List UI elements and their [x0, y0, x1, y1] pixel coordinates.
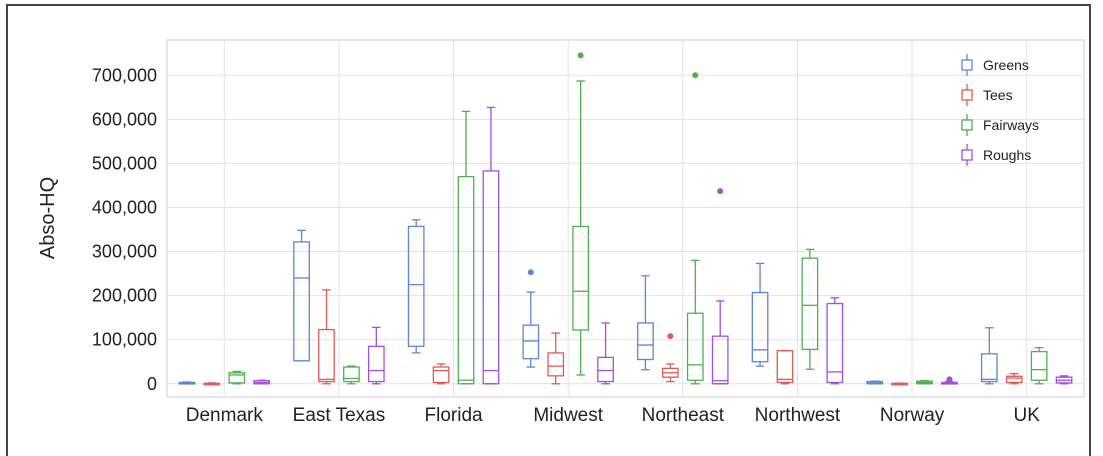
box-iqr [711, 335, 729, 385]
box-roughs-denmark [253, 379, 271, 385]
legend-box [961, 89, 973, 101]
outlier-point [692, 72, 699, 79]
box-fairways-norway [916, 380, 933, 385]
box-iqr [1030, 350, 1048, 381]
box-fairways-denmark [228, 370, 246, 385]
box-iqr [572, 225, 590, 331]
outlier-point [577, 52, 584, 59]
box-greens-east-texas [293, 229, 310, 362]
x-tick-label: UK [1013, 405, 1040, 426]
box-iqr [1005, 375, 1023, 384]
box-tees-northeast [661, 333, 679, 383]
y-tick-label: 100,000 [92, 330, 157, 350]
x-tick-label: Northeast [642, 405, 725, 426]
box-iqr [367, 345, 385, 383]
x-tick-label: East Texas [293, 405, 386, 426]
box-roughs-uk [1055, 375, 1073, 385]
grid-lines [167, 40, 1084, 397]
box-greens-florida [407, 219, 425, 354]
box-iqr [522, 324, 540, 360]
y-tick-label: 200,000 [92, 286, 157, 306]
box-tees-midwest [547, 332, 565, 385]
box-iqr [293, 241, 310, 362]
box-fairways-uk [1030, 346, 1048, 385]
x-axis-ticks: Denmark East Texas Florida Midwest Northeast… [186, 405, 1040, 426]
box-tees-norway [891, 382, 908, 386]
plot-area [166, 39, 1085, 398]
y-axis-ticks: 0 100,000 200,000 300,000 400,000 500,000 600,… [92, 65, 157, 394]
box-iqr [407, 225, 425, 347]
legend-item-greens: Greens [961, 54, 1029, 76]
legend-item-tees: Tees [961, 84, 1013, 106]
box-iqr [801, 257, 819, 351]
box-fairways-northeast [686, 72, 704, 385]
box-iqr [751, 291, 769, 363]
x-tick-label: Midwest [533, 405, 603, 426]
outlier-point [667, 333, 674, 340]
y-tick-label: 500,000 [92, 153, 157, 173]
box-greens-midwest [522, 269, 540, 368]
box-fairways-northwest [801, 248, 819, 370]
y-tick-label: 400,000 [92, 197, 157, 217]
outlier-point [717, 188, 724, 195]
box-iqr [343, 366, 360, 383]
outlier-point [527, 269, 534, 276]
box-iqr [457, 175, 475, 385]
box-tees-denmark [203, 382, 221, 386]
box-marks [178, 52, 1073, 386]
legend-box [961, 149, 973, 161]
box-greens-denmark [178, 381, 196, 385]
x-tick-label: Florida [425, 405, 484, 426]
legend-box [961, 119, 973, 131]
box-iqr [228, 372, 246, 384]
outlier-point [946, 376, 953, 383]
legend: Greens Tees Fairways Roughs [961, 54, 1039, 166]
box-roughs-east-texas [367, 326, 385, 385]
box-greens-northeast [637, 275, 654, 371]
box-roughs-norway [941, 376, 958, 385]
box-iqr [318, 328, 335, 383]
box-fairways-midwest [572, 52, 590, 376]
box-iqr [980, 353, 998, 383]
x-tick-label: Norway [880, 405, 945, 426]
image-frame [6, 4, 1091, 456]
box-iqr [776, 350, 794, 384]
box-iqr [432, 366, 450, 384]
box-tees-northwest [776, 350, 794, 385]
legend-label: Greens [983, 57, 1029, 73]
box-fairways-florida [457, 110, 475, 385]
x-tick-label: Northwest [755, 405, 841, 426]
box-fairways-east-texas [343, 365, 360, 385]
box-tees-east-texas [318, 289, 335, 385]
legend-box [961, 59, 973, 71]
box-roughs-northwest [826, 297, 844, 385]
legend-label: Tees [983, 87, 1013, 103]
legend-label: Roughs [983, 147, 1031, 163]
box-iqr [826, 302, 844, 384]
y-tick-label: 300,000 [92, 242, 157, 262]
legend-label: Fairways [983, 117, 1039, 133]
box-greens-northwest [751, 262, 769, 367]
box-roughs-northeast [711, 188, 729, 385]
x-tick-label: Denmark [186, 405, 264, 426]
box-iqr [482, 170, 500, 385]
box-tees-uk [1005, 372, 1023, 385]
y-tick-label: 700,000 [92, 65, 157, 85]
box-iqr [686, 312, 704, 381]
box-greens-norway [866, 380, 884, 385]
y-tick-label: 0 [147, 374, 157, 394]
box-roughs-florida [482, 106, 500, 385]
y-axis-label: Abso-HQ [37, 177, 59, 259]
y-tick-label: 600,000 [92, 109, 157, 129]
box-greens-uk [980, 327, 998, 385]
box-roughs-midwest [597, 322, 614, 385]
legend-item-roughs: Roughs [961, 144, 1031, 166]
box-tees-florida [432, 363, 450, 385]
box-iqr [597, 356, 614, 383]
box-iqr [547, 352, 565, 377]
legend-item-fairways: Fairways [961, 114, 1039, 136]
box-iqr [637, 322, 654, 361]
